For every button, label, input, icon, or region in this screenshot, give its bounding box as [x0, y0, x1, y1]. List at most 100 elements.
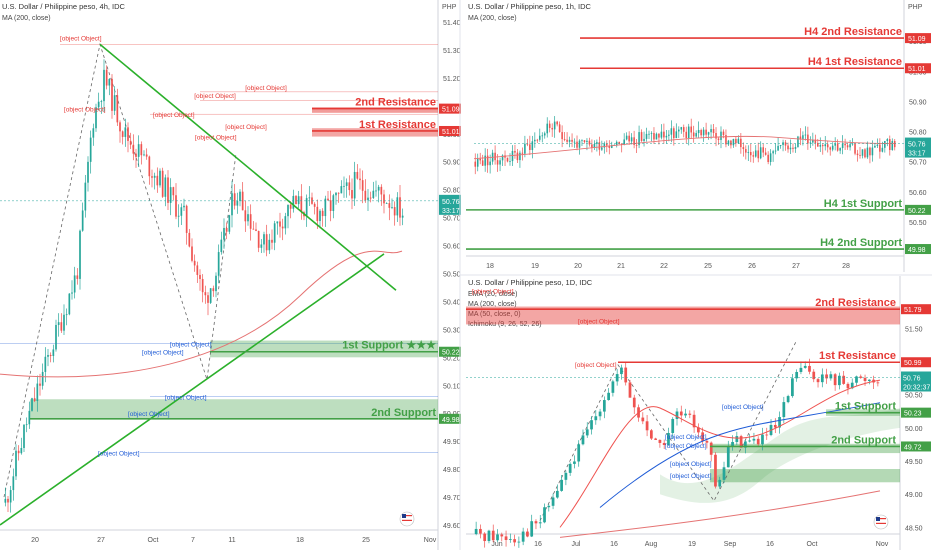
hourly-candle [814, 139, 817, 143]
main-candle [252, 228, 255, 230]
hourly-candle [826, 144, 829, 148]
hourly-candle [712, 129, 715, 134]
daily-candle [773, 424, 777, 428]
level-price-tag [905, 63, 931, 74]
hourly-candle [576, 141, 578, 148]
main-price-tick: 49.60 [443, 523, 461, 530]
daily-candle [526, 531, 529, 537]
hourly-candle [484, 155, 486, 166]
daily-candle [752, 438, 756, 441]
main-candle [297, 196, 300, 205]
main-time-tick: 25 [362, 537, 370, 544]
daily-candle [709, 442, 713, 455]
main-candle [28, 410, 31, 425]
resistance-zone [312, 107, 438, 113]
daily-candle [530, 521, 534, 537]
hourly-indicator-label: MA (200, close) [468, 15, 517, 22]
level-price-value: 51.01 [908, 66, 926, 73]
daily-candle [782, 402, 786, 418]
level-price-tag [901, 407, 931, 418]
main-candle [401, 215, 404, 218]
daily-candle [820, 374, 824, 383]
main-candle [95, 107, 97, 129]
main-candle [319, 210, 321, 222]
hourly-price-tick: 50.70 [909, 160, 927, 167]
level-price-tag [901, 304, 931, 315]
hourly-candle [861, 149, 864, 156]
support-zone [210, 340, 438, 358]
daily-candle [816, 379, 820, 383]
hourly-candle [509, 161, 511, 162]
daily-candle [615, 374, 619, 382]
current-price-value: 50.76 [903, 375, 921, 382]
daily-indicator-label: Ichimoku (9, 26, 52, 26) [468, 321, 542, 328]
daily-candle [573, 461, 576, 464]
hourly-candle [859, 155, 861, 156]
fib-label: [object Object] [128, 411, 170, 418]
main-time-tick: 18 [296, 537, 304, 544]
level-price-value: 49.98 [908, 247, 926, 254]
daily-candle [859, 376, 863, 378]
daily-candle [585, 429, 589, 436]
main-candle [97, 101, 100, 108]
main-currency-label: PHP [442, 4, 457, 11]
hourly-candle [668, 134, 670, 136]
main-price-tick: 50.90 [443, 160, 461, 167]
main-candle [164, 177, 167, 197]
daily-candle [739, 436, 743, 448]
hourly-candle [558, 124, 561, 133]
hourly-candle [655, 133, 658, 140]
ema-line [559, 379, 881, 528]
daily-candle [547, 505, 551, 508]
daily-candle [543, 507, 546, 523]
main-candle [108, 78, 111, 86]
main-candle [249, 214, 252, 229]
main-candle [156, 175, 159, 186]
hourly-candle [754, 150, 757, 157]
ma200-line [559, 490, 881, 538]
hourly-candle [854, 143, 856, 154]
main-candle [257, 230, 260, 248]
main-candle [207, 295, 209, 303]
hourly-candle [633, 137, 635, 145]
level-price-tag [901, 441, 931, 452]
main-candle [172, 187, 175, 196]
main-candle [68, 293, 71, 315]
hourly-price-tick: 50.80 [909, 130, 927, 137]
daily-candle [722, 467, 726, 480]
hourly-candle [566, 139, 568, 142]
hourly-candle [710, 129, 712, 133]
level-label: H4 1st Support [824, 198, 903, 210]
hourly-candle [695, 133, 697, 137]
daily-candle [684, 413, 687, 416]
main-candle [329, 200, 332, 211]
countdown-value: 20:32:37 [903, 384, 930, 391]
daily-time-tick: Sep [724, 541, 737, 548]
main-candle [375, 190, 377, 192]
main-candle [199, 274, 201, 279]
main-candle [273, 223, 276, 243]
main-candle [180, 207, 183, 216]
daily-candle [765, 434, 769, 436]
hourly-candle [620, 143, 623, 145]
hourly-candle [501, 155, 504, 161]
hourly-candle [658, 133, 660, 138]
daily-candle [842, 375, 846, 384]
hourly-candle [774, 150, 777, 152]
main-candle [348, 182, 351, 191]
hourly-candle [725, 134, 727, 145]
main-candle [377, 186, 380, 191]
main-price-tick: 50.50 [443, 272, 461, 279]
daily-candle [654, 438, 657, 440]
main-price-tick: 49.90 [443, 439, 461, 446]
daily-candle [577, 444, 581, 462]
hourly-candle [479, 158, 482, 161]
main-time-tick: 11 [228, 537, 235, 544]
hourly-candle [692, 132, 695, 137]
hourly-candle [735, 138, 737, 144]
main-candle [36, 383, 39, 401]
daily-time-tick: 16 [610, 541, 618, 548]
resistance-zone [312, 128, 438, 137]
daily-indicator-label: EMA (20, close) [468, 291, 517, 298]
main-candle [305, 198, 308, 217]
